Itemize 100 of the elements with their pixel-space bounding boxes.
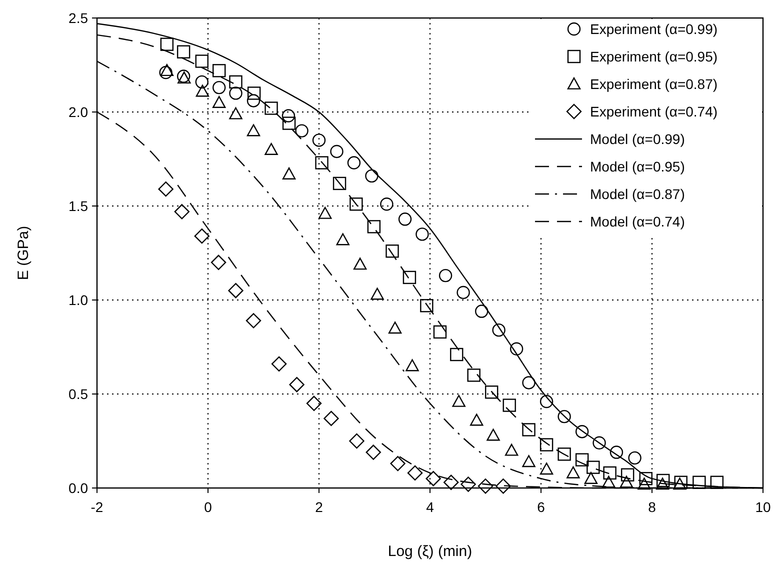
x-tick-label: 0 — [204, 499, 212, 515]
point — [450, 348, 464, 362]
point — [402, 270, 416, 284]
point — [247, 86, 261, 100]
point — [380, 198, 394, 211]
point — [656, 478, 670, 490]
point — [174, 204, 190, 220]
point — [540, 438, 554, 452]
point — [522, 376, 536, 390]
point — [324, 410, 339, 426]
point — [366, 444, 381, 460]
point — [212, 64, 226, 78]
y-tick-label: 2.5 — [68, 10, 88, 26]
point — [628, 451, 642, 465]
point — [318, 206, 332, 219]
point — [710, 476, 724, 489]
legend-label: Model (α=0.99) — [590, 131, 685, 147]
y-tick-label: 0.0 — [68, 480, 88, 496]
point — [312, 134, 326, 147]
x-tick-label: 2 — [315, 499, 324, 515]
point — [456, 286, 470, 300]
point — [475, 304, 488, 318]
x-tick-label: 4 — [426, 499, 434, 515]
point — [558, 410, 571, 424]
point — [367, 220, 381, 234]
point — [228, 283, 244, 298]
point — [584, 472, 598, 484]
x-tick-label: 6 — [537, 499, 546, 515]
point — [602, 476, 616, 488]
point — [406, 359, 419, 372]
point — [370, 288, 384, 300]
point — [426, 471, 441, 486]
point — [575, 453, 589, 466]
point — [271, 356, 287, 372]
legend-label: Experiment (α=0.74) — [590, 104, 718, 120]
point — [264, 143, 278, 155]
point — [522, 423, 536, 436]
y-tick-label: 0.5 — [68, 386, 88, 402]
y-tick-label: 2.0 — [68, 104, 88, 120]
point — [212, 80, 226, 94]
legend-label: Model (α=0.95) — [590, 158, 685, 174]
x-tick-label: 8 — [648, 499, 656, 515]
point — [460, 476, 476, 492]
point — [478, 478, 494, 494]
point — [210, 254, 226, 270]
point — [407, 465, 423, 481]
point — [638, 478, 651, 490]
point — [282, 167, 296, 180]
point — [160, 64, 174, 76]
point — [330, 144, 344, 158]
point — [195, 54, 208, 68]
point — [420, 299, 434, 312]
y-tick-label: 1.0 — [68, 292, 88, 308]
point — [452, 394, 466, 407]
point — [388, 322, 402, 334]
point — [398, 212, 412, 226]
point — [386, 244, 399, 258]
point — [592, 436, 606, 450]
legend-label: Experiment (α=0.87) — [590, 76, 718, 92]
point — [349, 433, 364, 449]
x-tick-label: 10 — [755, 499, 771, 515]
point — [438, 268, 452, 282]
point — [492, 323, 506, 337]
point — [212, 96, 226, 108]
y-tick-label: 1.5 — [68, 198, 88, 214]
point — [496, 478, 511, 494]
point — [196, 84, 210, 97]
point — [620, 468, 634, 482]
point — [159, 66, 172, 80]
point — [502, 398, 516, 412]
legend-label: Model (α=0.74) — [590, 214, 685, 230]
point — [416, 228, 429, 241]
legend-label: Experiment (α=0.95) — [590, 48, 718, 64]
point — [610, 446, 624, 459]
point — [558, 448, 571, 461]
point — [540, 394, 554, 408]
point — [246, 124, 260, 136]
point — [566, 466, 580, 478]
x-axis-title: Log (ξ) (min) — [388, 543, 472, 560]
point — [195, 75, 208, 89]
point — [306, 396, 322, 411]
point — [603, 466, 616, 480]
point — [467, 368, 480, 382]
point — [620, 476, 634, 488]
point — [504, 444, 518, 456]
point — [289, 377, 304, 392]
point — [160, 38, 174, 51]
point — [443, 474, 459, 490]
y-axis-title: E (GPa) — [15, 226, 32, 280]
point — [158, 181, 174, 197]
point — [282, 116, 296, 130]
legend-label: Experiment (α=0.99) — [590, 21, 718, 37]
x-tick-label: -2 — [90, 499, 104, 515]
point — [485, 386, 498, 399]
point — [295, 124, 308, 138]
point — [347, 156, 361, 170]
point — [365, 169, 378, 183]
point — [350, 198, 363, 211]
point — [246, 313, 262, 328]
point — [390, 456, 406, 472]
